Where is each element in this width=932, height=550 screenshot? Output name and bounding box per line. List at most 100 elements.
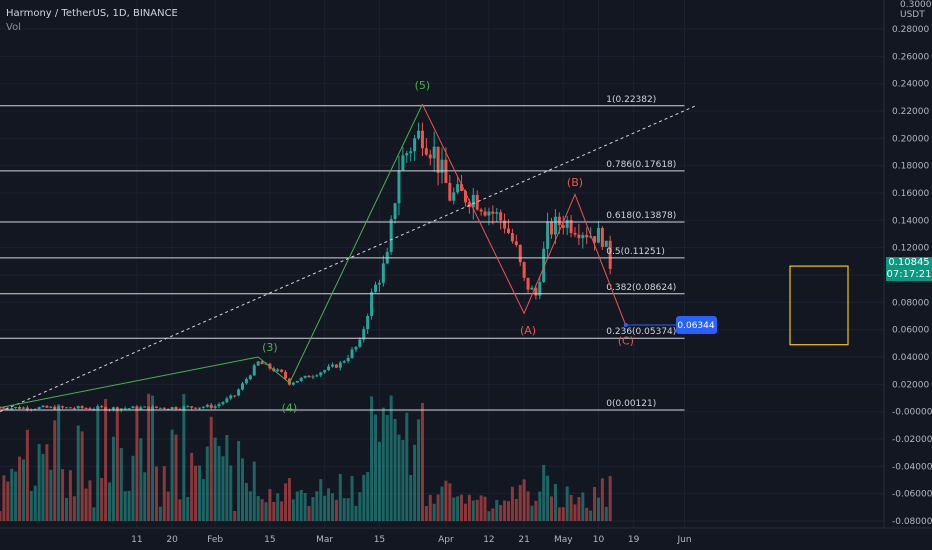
candle-body bbox=[311, 376, 315, 378]
candle-body bbox=[499, 212, 503, 221]
volume-bar bbox=[18, 456, 22, 521]
volume-bar bbox=[319, 479, 323, 521]
candle-body bbox=[460, 184, 464, 192]
volume-bar bbox=[299, 489, 303, 521]
volume-bar bbox=[522, 479, 526, 521]
candle-body bbox=[260, 361, 264, 365]
candle-body bbox=[104, 407, 108, 411]
candle-body bbox=[154, 406, 158, 408]
candle-body bbox=[608, 240, 612, 269]
candle-body bbox=[550, 221, 554, 235]
volume-bar bbox=[589, 510, 593, 521]
volume-bar bbox=[327, 488, 331, 521]
candle-body bbox=[330, 364, 334, 367]
candle-body bbox=[354, 346, 358, 350]
volume-bar bbox=[487, 511, 491, 521]
fib-level-label: 0.5(0.11251) bbox=[606, 247, 665, 257]
volume-bar bbox=[174, 434, 178, 521]
candle-body bbox=[217, 404, 221, 407]
volume-bar bbox=[6, 481, 10, 521]
volume-bar bbox=[57, 404, 61, 521]
volume-bar bbox=[569, 494, 573, 521]
volume-bar bbox=[342, 498, 346, 521]
candle-body bbox=[573, 232, 577, 235]
y-tick-label: -0.06000 bbox=[892, 490, 932, 500]
candle-body bbox=[276, 369, 280, 372]
candle-body bbox=[409, 151, 413, 154]
candle-body bbox=[553, 216, 557, 235]
volume-bar bbox=[151, 395, 155, 521]
x-tick-label: May bbox=[554, 535, 573, 545]
candle-body bbox=[64, 407, 68, 409]
candle-body bbox=[197, 407, 201, 409]
volume-bar bbox=[397, 434, 401, 521]
candle-body bbox=[14, 407, 18, 409]
volume-bar bbox=[241, 458, 245, 521]
candle-body bbox=[600, 228, 604, 247]
candle-body bbox=[483, 211, 487, 216]
volume-bar bbox=[452, 497, 456, 521]
candle-body bbox=[413, 138, 417, 152]
last-price-badge: 0.10845 07:17:21 bbox=[886, 257, 932, 281]
y-tick-label: 0.20000 bbox=[892, 134, 929, 144]
volume-bar bbox=[432, 503, 436, 521]
volume-bar bbox=[131, 455, 135, 521]
candle-body bbox=[170, 407, 174, 410]
x-tick-label: 10 bbox=[593, 535, 605, 545]
volume-bar bbox=[209, 416, 213, 521]
candle-body bbox=[135, 406, 139, 410]
volume-bar bbox=[178, 499, 182, 521]
volume-bar bbox=[600, 478, 604, 521]
candle-body bbox=[471, 194, 475, 208]
volume-bar bbox=[561, 507, 565, 521]
volume-bar bbox=[139, 438, 143, 521]
volume-bar bbox=[194, 465, 198, 521]
x-tick-label: 15 bbox=[374, 535, 385, 545]
volume-bar bbox=[276, 493, 280, 521]
candle-body bbox=[194, 407, 198, 409]
candle-body bbox=[479, 209, 483, 212]
y-tick-label: -0.08000 bbox=[892, 517, 932, 527]
candle-body bbox=[307, 375, 311, 378]
volume-bar bbox=[475, 499, 479, 521]
volume-bar bbox=[456, 496, 460, 521]
volume-bar bbox=[61, 469, 65, 521]
volume-bar bbox=[311, 497, 315, 521]
candle-body bbox=[424, 148, 428, 155]
currency-top-tick: 0.30000 bbox=[900, 0, 932, 10]
volume-bar bbox=[256, 496, 260, 521]
volume-bar bbox=[76, 425, 80, 521]
candle-body bbox=[456, 184, 460, 193]
fib-level-label: 0.382(0.08624) bbox=[606, 283, 676, 293]
candle-body bbox=[299, 377, 303, 381]
candle-body bbox=[506, 228, 510, 234]
volume-bar bbox=[229, 465, 233, 521]
candle-body bbox=[151, 406, 155, 410]
candle-body bbox=[76, 406, 80, 409]
volume-bar bbox=[550, 496, 554, 521]
y-tick-label: -0.02000 bbox=[892, 435, 932, 445]
x-tick-label: 12 bbox=[483, 535, 494, 545]
volume-bar bbox=[2, 475, 6, 521]
y-tick-label: 0.24000 bbox=[892, 80, 929, 90]
y-tick-label: 0.22000 bbox=[892, 107, 929, 117]
volume-bar bbox=[385, 415, 389, 521]
candle-body bbox=[350, 349, 354, 358]
volume-bar bbox=[330, 493, 334, 521]
x-tick-label: 11 bbox=[131, 535, 142, 545]
wave-path-red bbox=[421, 103, 627, 326]
candle-body bbox=[57, 406, 61, 410]
volume-bar bbox=[553, 483, 557, 521]
candle-body bbox=[201, 406, 205, 408]
candle-body bbox=[0, 407, 2, 409]
volume-bar bbox=[565, 486, 569, 521]
candle-body bbox=[209, 404, 213, 408]
candle-body bbox=[589, 236, 593, 238]
fib-level-label: 1(0.22382) bbox=[606, 95, 656, 105]
volume-bar bbox=[518, 485, 522, 521]
candle-body bbox=[577, 234, 581, 239]
candle-body bbox=[303, 375, 307, 378]
candle-body bbox=[596, 228, 600, 243]
volume-bar bbox=[526, 491, 530, 521]
